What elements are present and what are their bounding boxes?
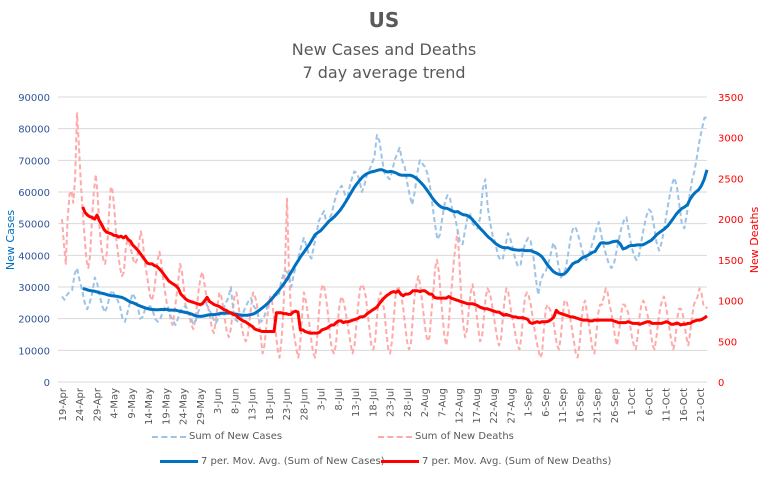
- legend-swatch-cases: [152, 435, 186, 438]
- x-tick-label: 8-Jun: [230, 388, 241, 414]
- chart-subtitle-2: 7 day average trend: [302, 63, 466, 82]
- x-tick-label: 3-Jul: [317, 388, 328, 411]
- y-left-tick-label: 50000: [18, 220, 50, 231]
- x-tick-label: 24-Apr: [75, 387, 86, 421]
- chart-title: US: [368, 8, 400, 32]
- y-right-tick-label: 2500: [718, 174, 743, 185]
- legend-item-deaths: Sum of New Deaths: [378, 431, 514, 442]
- x-axis-ticks: 19-Apr 24-Apr 29-Apr 4-May 9-May 14-May 19-May…: [58, 387, 707, 425]
- y-left-tick-label: 90000: [18, 93, 50, 104]
- y-right-tick-label: 3500: [718, 93, 743, 104]
- x-tick-label: 21-Oct: [696, 388, 707, 422]
- y-left-tick-label: 80000: [18, 125, 50, 136]
- x-tick-label: 6-Sep: [541, 388, 552, 417]
- x-tick-label: 14-May: [144, 388, 155, 425]
- y-axis-right-label: New Deaths: [748, 206, 761, 273]
- x-tick-label: 11-Sep: [558, 388, 569, 423]
- legend-item-cases: Sum of New Cases: [152, 431, 282, 442]
- x-tick-label: 18-Jun: [265, 388, 276, 421]
- x-tick-label: 7-Aug: [437, 388, 448, 417]
- y-right-tick-label: 1000: [718, 297, 743, 308]
- y-left-tick-label: 60000: [18, 188, 50, 199]
- x-tick-label: 8-Jul: [334, 388, 345, 411]
- series-line-cases-avg: [82, 168, 709, 318]
- legend-label-deaths: Sum of New Deaths: [415, 431, 514, 442]
- series-lines: [61, 112, 709, 359]
- x-tick-label: 13-Jul: [351, 388, 362, 417]
- x-tick-label: 22-Aug: [489, 388, 500, 424]
- chart-subtitle-1: New Cases and Deaths: [291, 40, 477, 59]
- y-right-tick-label: 500: [718, 337, 737, 348]
- y-axis-right-ticks: 0 500 1000 1500 2000 2500 3000 3500: [718, 93, 743, 389]
- y-right-tick-label: 0: [718, 378, 724, 389]
- x-tick-label: 19-Apr: [58, 387, 69, 421]
- x-tick-label: 24-May: [179, 388, 190, 425]
- legend-item-cases-avg: 7 per. Mov. Avg. (Sum of New Cases): [160, 456, 385, 467]
- y-left-tick-label: 0: [44, 378, 50, 389]
- x-tick-label: 13-Jun: [248, 388, 259, 421]
- x-tick-label: 9-May: [127, 388, 138, 419]
- x-tick-label: 28-Jul: [403, 388, 414, 417]
- x-tick-label: 16-Oct: [679, 388, 690, 422]
- x-tick-label: 12-Aug: [455, 388, 466, 424]
- legend-label-deaths-avg: 7 per. Mov. Avg. (Sum of New Deaths): [422, 456, 612, 467]
- y-left-tick-label: 30000: [18, 283, 50, 294]
- gridlines: [58, 96, 707, 383]
- series-line-deaths-avg: [81, 206, 708, 335]
- x-tick-label: 16-Sep: [575, 388, 586, 423]
- x-tick-label: 29-May: [196, 388, 207, 425]
- x-tick-label: 17-Aug: [472, 388, 483, 424]
- legend-label-cases: Sum of New Cases: [189, 431, 283, 442]
- x-tick-label: 18-Jul: [368, 388, 379, 417]
- x-tick-label: 27-Aug: [506, 388, 517, 424]
- x-tick-label: 21-Sep: [593, 388, 604, 423]
- x-tick-label: 26-Sep: [610, 388, 621, 423]
- series-line-cases: [61, 116, 707, 326]
- legend-swatch-deaths-avg: [381, 460, 419, 463]
- x-tick-label: 2-Aug: [420, 388, 431, 417]
- y-axis-left-label: New Cases: [4, 210, 17, 270]
- y-axis-left-ticks: 0 10000 20000 30000 40000 50000 60000 70000 8000…: [18, 93, 50, 389]
- y-left-tick-label: 10000: [18, 346, 50, 357]
- legend-item-deaths-avg: 7 per. Mov. Avg. (Sum of New Deaths): [381, 456, 611, 467]
- y-right-tick-label: 3000: [718, 134, 743, 145]
- x-tick-label: 1-Sep: [524, 388, 535, 417]
- x-tick-label: 23-Jun: [282, 388, 293, 421]
- y-left-tick-label: 70000: [18, 156, 50, 167]
- legend-label-cases-avg: 7 per. Mov. Avg. (Sum of New Cases): [201, 456, 385, 467]
- legend-swatch-deaths: [378, 435, 412, 438]
- x-tick-label: 23-Jul: [386, 388, 397, 417]
- x-tick-label: 11-Oct: [662, 388, 673, 422]
- x-tick-label: 4-May: [110, 388, 121, 419]
- x-tick-label: 19-May: [161, 388, 172, 425]
- legend-swatch-cases-avg: [160, 460, 198, 463]
- y-right-tick-label: 1500: [718, 256, 743, 267]
- x-tick-label: 1-Oct: [627, 388, 638, 416]
- x-tick-label: 3-Jun: [213, 388, 224, 414]
- x-tick-label: 28-Jun: [299, 388, 310, 421]
- x-tick-label: 6-Oct: [644, 388, 655, 416]
- y-right-tick-label: 2000: [718, 215, 743, 226]
- x-tick-label: 29-Apr: [92, 387, 103, 421]
- y-left-tick-label: 40000: [18, 251, 50, 262]
- y-left-tick-label: 20000: [18, 315, 50, 326]
